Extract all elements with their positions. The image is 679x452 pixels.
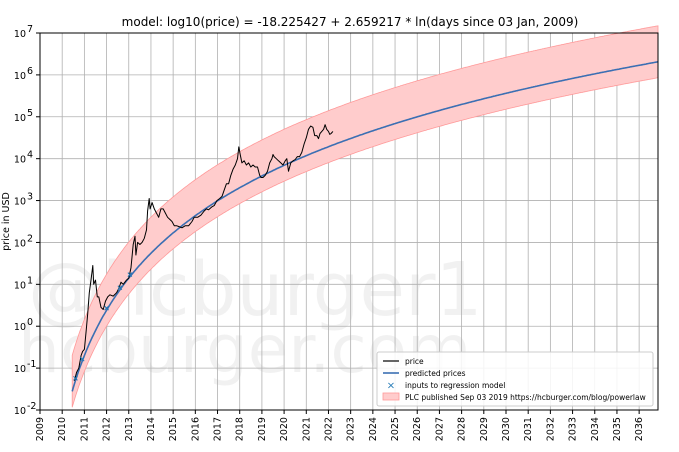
y-tick-label: 10 xyxy=(14,322,26,333)
legend-predicted-label: predicted prices xyxy=(405,369,466,378)
plot-frame xyxy=(39,32,659,411)
y-tick-label: 10 xyxy=(14,113,26,124)
regression-input-marker xyxy=(104,305,109,311)
regression-input-marker xyxy=(79,356,85,362)
x-tick-label: 2020 xyxy=(279,417,290,441)
x-tick-label: 2028 xyxy=(457,417,468,441)
x-tick-label: 2035 xyxy=(612,417,623,441)
x-tick-label: 2036 xyxy=(634,417,645,441)
predicted-line xyxy=(71,61,659,392)
x-tick-label: 2032 xyxy=(545,417,556,441)
y-axis-label: price in USD xyxy=(1,192,12,251)
x-tick-label: 2023 xyxy=(346,417,357,441)
y-tick-exponent: 7 xyxy=(27,24,33,35)
x-tick-label: 2019 xyxy=(257,417,268,441)
y-tick-exponent: 1 xyxy=(27,275,33,286)
price-series xyxy=(73,124,334,381)
legend-plc-label: PLC published Sep 03 2019 https://hcburg… xyxy=(405,393,646,402)
y-tick-label: 10 xyxy=(14,71,26,82)
y-tick-exponent: -2 xyxy=(27,401,36,412)
x-tick-label: 2015 xyxy=(168,417,179,441)
chart-title: model: log10(price) = -18.225427 + 2.659… xyxy=(122,15,579,29)
y-tick-exponent: 4 xyxy=(27,150,33,161)
y-tick-label: 10 xyxy=(14,280,26,291)
y-tick-label: 10 xyxy=(14,29,26,40)
legend-inputs-label: inputs to regression model xyxy=(405,381,505,390)
y-tick-label: 10 xyxy=(14,406,26,417)
x-tick-label: 2034 xyxy=(590,417,601,441)
legend: price predicted prices × inputs to regre… xyxy=(376,351,654,407)
regression-inputs xyxy=(73,272,133,381)
y-tick-exponent: 0 xyxy=(27,317,33,328)
x-tick-label: 2016 xyxy=(190,417,201,441)
y-tick-label: 10 xyxy=(14,155,26,166)
x-tick-label: 2031 xyxy=(523,417,534,441)
price-line xyxy=(73,124,334,381)
regression-input-marker xyxy=(73,375,78,381)
x-tick-label: 2025 xyxy=(390,417,401,441)
x-tick-label: 2014 xyxy=(146,417,157,441)
legend-box xyxy=(376,351,654,407)
regression-input-marker xyxy=(127,272,133,277)
x-tick-label: 2026 xyxy=(412,417,423,441)
y-tick-label: 10 xyxy=(14,197,26,208)
legend-plc-swatch xyxy=(382,392,400,401)
y-tick-exponent: -1 xyxy=(27,359,36,370)
x-axis-ticks: 2009 2010 2011 2012 2013 2014 2015 2016 2017 2018… xyxy=(35,410,645,441)
regression-input-marker xyxy=(117,285,123,291)
x-tick-label: 2012 xyxy=(102,417,113,441)
y-tick-exponent: 3 xyxy=(27,192,33,203)
x-tick-label: 2027 xyxy=(434,417,445,441)
x-tick-label: 2013 xyxy=(124,417,135,441)
x-tick-label: 2033 xyxy=(568,417,579,441)
x-tick-label: 2022 xyxy=(323,417,334,441)
x-tick-label: 2018 xyxy=(235,417,246,441)
y-tick-label: 10 xyxy=(14,364,26,375)
legend-price-label: price xyxy=(405,357,424,366)
x-tick-label: 2024 xyxy=(368,417,379,441)
y-tick-label: 10 xyxy=(14,238,26,249)
x-tick-label: 2009 xyxy=(35,417,46,441)
legend-inputs-marker: × xyxy=(387,381,395,392)
x-tick-label: 2030 xyxy=(501,417,512,441)
x-tick-label: 2029 xyxy=(479,417,490,441)
x-tick-label: 2010 xyxy=(57,417,68,441)
y-tick-exponent: 5 xyxy=(27,108,33,119)
model-series xyxy=(71,61,659,392)
y-tick-exponent: 6 xyxy=(27,66,33,77)
x-tick-label: 2021 xyxy=(301,417,312,441)
y-tick-exponent: 2 xyxy=(27,233,33,244)
x-tick-label: 2017 xyxy=(213,417,224,441)
x-tick-label: 2011 xyxy=(79,417,90,441)
